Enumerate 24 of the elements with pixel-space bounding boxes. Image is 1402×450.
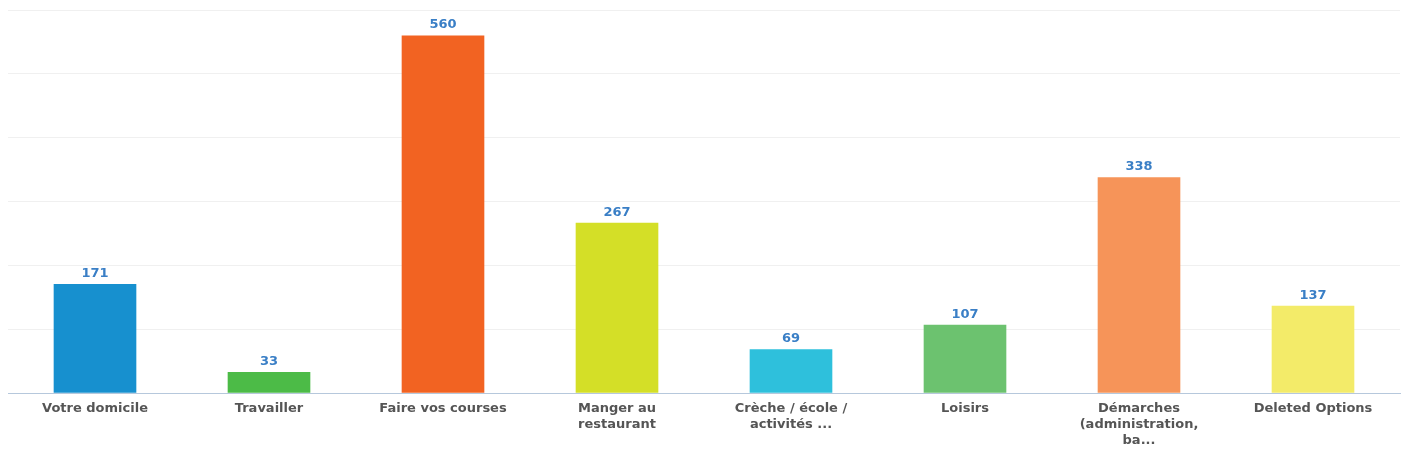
data-label: 267 bbox=[603, 203, 631, 219]
x-tick-label: Travailler bbox=[234, 400, 304, 416]
x-tick-label: Démarches (administration, ba... bbox=[1079, 400, 1199, 447]
x-tick-label: Faire vos courses bbox=[379, 400, 507, 416]
bar bbox=[227, 372, 311, 393]
x-tick-label: Manger au restaurant bbox=[577, 400, 657, 431]
bar bbox=[53, 283, 137, 393]
data-label: 107 bbox=[951, 305, 979, 321]
x-tick-label: Crèche / école / activités ... bbox=[734, 400, 848, 431]
bar bbox=[923, 324, 1007, 393]
x-tick-label: Loisirs bbox=[940, 400, 990, 416]
data-label: 137 bbox=[1299, 286, 1327, 302]
x-tick-label: Votre domicile bbox=[42, 400, 149, 416]
x-tick-label: Deleted Options bbox=[1253, 400, 1373, 416]
bar bbox=[1097, 177, 1181, 393]
data-label: 69 bbox=[781, 330, 801, 346]
bar bbox=[575, 222, 659, 393]
data-label: 560 bbox=[429, 16, 457, 32]
data-label: 33 bbox=[259, 353, 279, 368]
bar bbox=[749, 349, 833, 393]
bar bbox=[401, 35, 485, 393]
data-label: 171 bbox=[81, 264, 109, 280]
bar bbox=[1271, 305, 1355, 393]
data-label: 338 bbox=[1125, 158, 1153, 174]
